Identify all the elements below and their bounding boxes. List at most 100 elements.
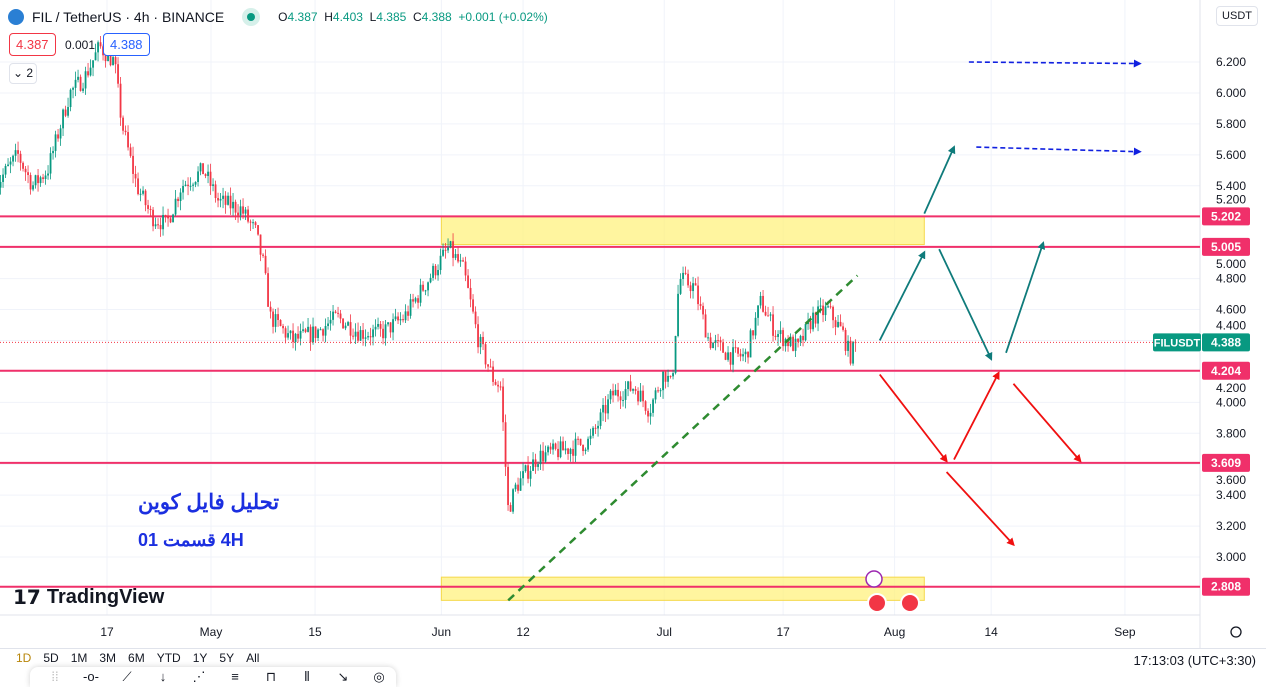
candle-body: [642, 390, 644, 402]
lightning-event-icon[interactable]: [865, 570, 883, 588]
candle-body: [187, 184, 189, 187]
candle-body: [772, 314, 774, 336]
drag-handle-icon[interactable]: ⁞⁞: [51, 669, 59, 684]
candle-body: [32, 185, 34, 190]
candle-body: [789, 336, 792, 347]
candle-body: [94, 52, 97, 61]
candle-body: [632, 389, 634, 391]
projection-arrow: [1005, 241, 1046, 354]
candle-body: [342, 318, 344, 329]
candle-body: [352, 335, 354, 337]
candle-body: [514, 484, 517, 490]
candle-body: [594, 427, 597, 429]
candle-body: [627, 381, 629, 390]
candle-body: [142, 190, 144, 194]
range-ytd[interactable]: YTD: [156, 651, 181, 665]
candle-body: [579, 438, 582, 445]
candle-body: [532, 459, 534, 471]
candle-body: [617, 389, 619, 397]
arrow-icon[interactable]: ↘: [337, 669, 349, 684]
candle-body: [609, 390, 612, 400]
range-1m[interactable]: 1M: [70, 651, 88, 665]
candle-body: [364, 337, 367, 339]
projection-arrow: [923, 145, 956, 214]
candle-body: [687, 273, 689, 286]
candle-body: [722, 342, 724, 353]
range-5d[interactable]: 5D: [43, 651, 59, 665]
collapse-indicators-button[interactable]: ⌄ 2: [9, 63, 37, 84]
spread-value: 0.001: [65, 38, 96, 52]
candle-body: [764, 311, 767, 316]
price-tick-label: 3.800: [1216, 426, 1246, 440]
candle-body: [304, 329, 307, 332]
candle-body: [407, 311, 409, 316]
candle-body: [592, 427, 594, 436]
us-flag-event-icon[interactable]: [900, 593, 920, 613]
candle-body: [272, 311, 274, 327]
price-zone: [440, 216, 925, 246]
candle-body: [777, 334, 779, 337]
time-tick-label: May: [200, 625, 223, 639]
candle-body: [269, 306, 272, 312]
price-tick-label: 4.600: [1216, 303, 1246, 317]
candle-body: [77, 76, 79, 80]
range-3m[interactable]: 3M: [99, 651, 117, 665]
candle-body: [387, 322, 389, 325]
parallel-channel-icon[interactable]: ⋰: [192, 669, 206, 684]
regression-icon[interactable]: ≡: [231, 669, 239, 684]
symbol-title[interactable]: FIL / TetherUS · 4h · BINANCE: [32, 9, 225, 25]
price-tick-label: 4.200: [1216, 381, 1246, 395]
range-all[interactable]: All: [246, 651, 260, 665]
vertical-line-icon[interactable]: ↓: [159, 669, 167, 684]
trend-line-icon[interactable]: ⟋: [122, 669, 132, 684]
candle-body: [172, 214, 174, 223]
candle-body: [277, 314, 279, 321]
candle-body: [677, 293, 679, 337]
candle-body: [527, 465, 529, 479]
analysis-title: تحلیل فایل کوین: [138, 491, 280, 514]
candle-body: [787, 338, 789, 347]
candle-body: [254, 222, 257, 226]
analysis-subtitle: 4H قسمت 01: [138, 530, 244, 550]
candle-body: [184, 184, 187, 186]
candle-body: [399, 319, 402, 321]
candle-body: [834, 320, 837, 328]
candle-body: [57, 134, 59, 139]
candle-body: [34, 175, 37, 186]
horizontal-ray-icon[interactable]: -o-: [83, 669, 99, 684]
candle-body: [462, 260, 464, 262]
range-1d[interactable]: 1D: [16, 651, 32, 665]
range-1y[interactable]: 1Y: [192, 651, 208, 665]
range-6m[interactable]: 6M: [128, 651, 145, 665]
sell-button[interactable]: 4.387: [9, 33, 56, 56]
candle-body: [19, 153, 22, 163]
candle-body: [189, 185, 192, 187]
circle-icon[interactable]: ◎: [373, 669, 385, 684]
pitchfork-icon[interactable]: ⫴: [304, 669, 310, 684]
clock[interactable]: 17:13:03 (UTC+3:30): [1133, 653, 1256, 668]
candle-body: [412, 299, 414, 302]
price-tick-label: 3.600: [1216, 473, 1246, 487]
candle-body: [557, 448, 559, 458]
candle-body: [152, 209, 154, 227]
price-tick-label: 6.000: [1216, 86, 1246, 100]
range-5y[interactable]: 5Y: [219, 651, 235, 665]
candle-body: [667, 375, 669, 382]
candle-body: [672, 373, 674, 377]
candle-body: [654, 390, 657, 400]
candle-body: [177, 198, 179, 202]
candle-body: [657, 390, 659, 392]
candle-body: [702, 305, 704, 315]
candle-body: [837, 321, 839, 328]
us-flag-event-icon[interactable]: [867, 593, 887, 613]
candle-body: [394, 316, 397, 320]
candle-body: [437, 269, 439, 276]
time-tick-label: 14: [984, 625, 998, 639]
buy-button[interactable]: 4.388: [103, 33, 150, 56]
rectangle-icon[interactable]: ⊓: [265, 669, 277, 684]
currency-button[interactable]: USDT: [1216, 6, 1258, 26]
last-price-label: 4.388: [1211, 335, 1241, 349]
settings-gear-icon[interactable]: [1230, 626, 1242, 638]
candle-body: [674, 336, 677, 374]
